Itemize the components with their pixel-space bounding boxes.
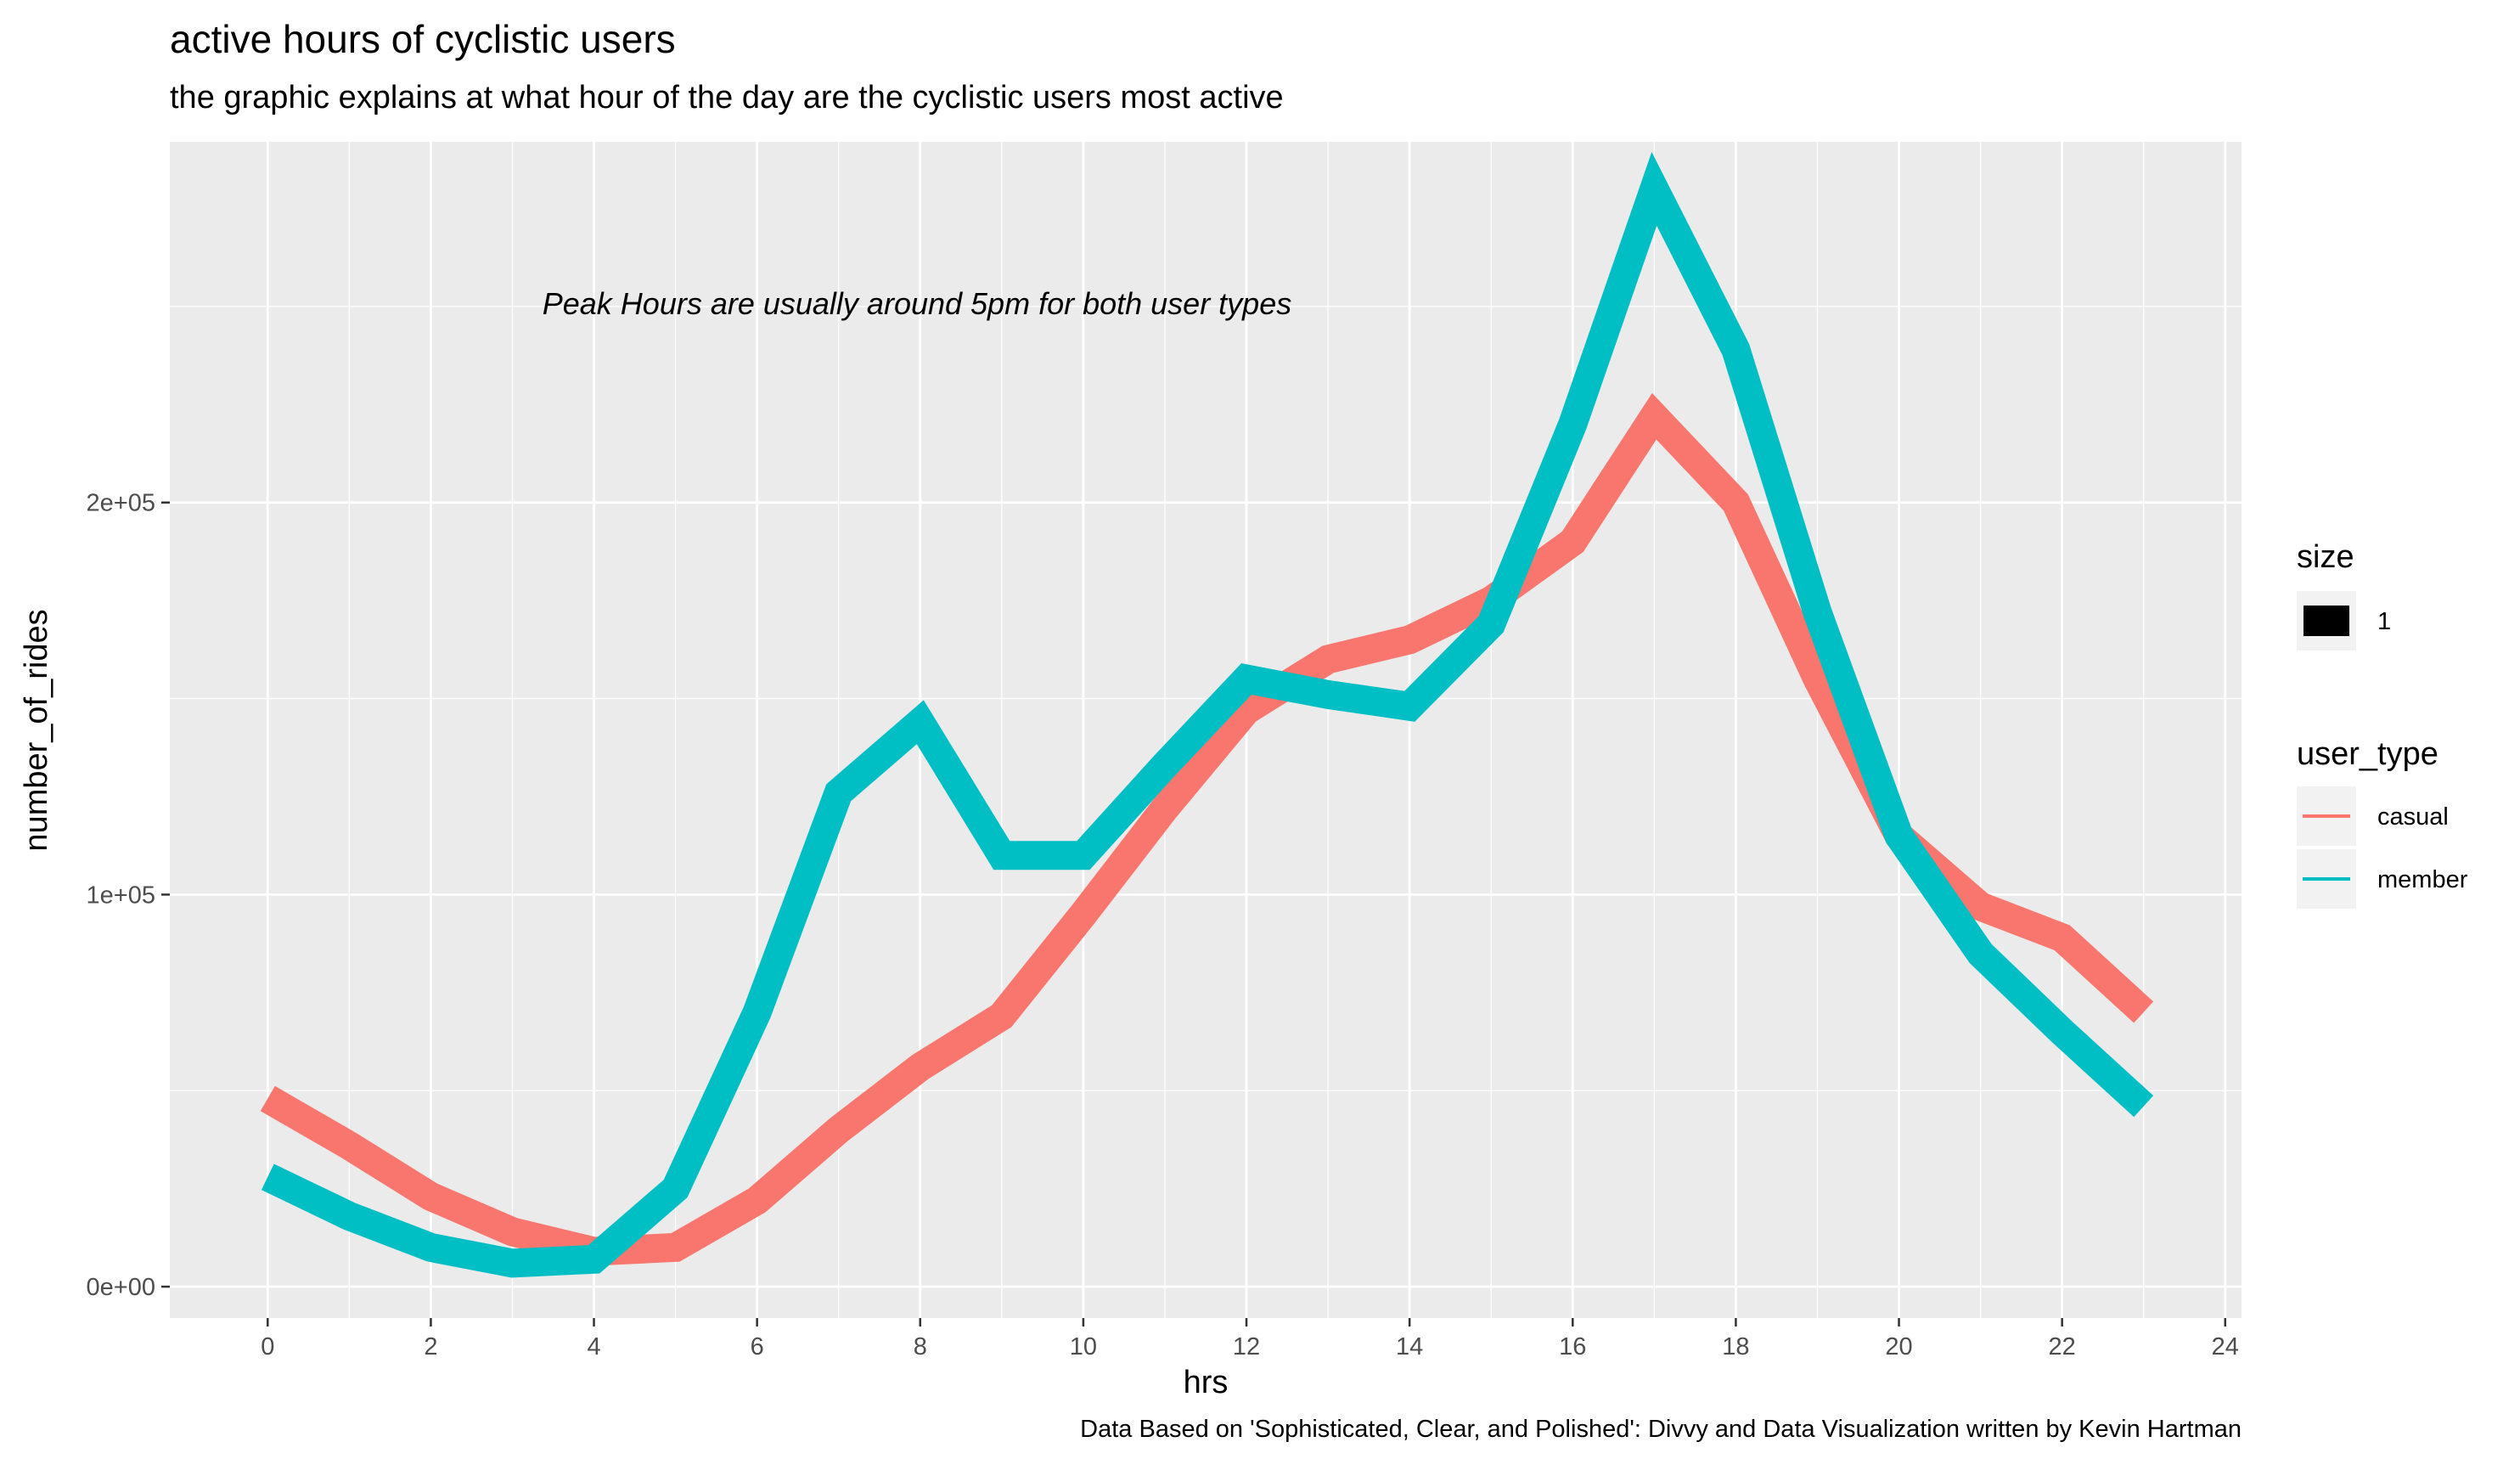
- x-tick-label: 22: [2049, 1333, 2076, 1360]
- x-axis-title: hrs: [1184, 1365, 1229, 1400]
- legend: size 1 user_type casual member: [2297, 539, 2468, 909]
- legend-color-title: user_type: [2297, 736, 2438, 772]
- y-tick-label: 1e+05: [87, 882, 155, 909]
- legend-size-title: size: [2297, 539, 2354, 575]
- chart-subtitle: the graphic explains at what hour of the…: [170, 80, 1284, 115]
- legend-label-casual: casual: [2377, 803, 2449, 831]
- legend-label-member: member: [2377, 866, 2468, 893]
- x-tick-label: 14: [1396, 1333, 1423, 1360]
- x-tick-label: 0: [261, 1333, 274, 1360]
- x-tick-label: 20: [1885, 1333, 1912, 1360]
- y-axis: 0e+00 1e+05 2e+05: [87, 490, 170, 1301]
- x-tick-label: 12: [1233, 1333, 1260, 1360]
- series-layer: [260, 152, 2154, 1278]
- x-tick-label: 18: [1722, 1333, 1749, 1360]
- x-tick-label: 24: [2212, 1333, 2239, 1360]
- x-tick-label: 4: [587, 1333, 600, 1360]
- chart-title: active hours of cyclistic users: [170, 17, 676, 61]
- legend-size-key: [2303, 606, 2349, 636]
- series-line-member: [261, 152, 2154, 1278]
- caption: Data Based on 'Sophisticated, Clear, and…: [1080, 1416, 2242, 1443]
- y-axis-title: number_of_rides: [19, 609, 54, 851]
- y-tick-label: 0e+00: [87, 1274, 155, 1301]
- y-tick-label: 2e+05: [87, 490, 155, 517]
- x-axis: 0 2 4 6 8 10 12 14 16 18 20 22 24: [261, 1318, 2239, 1360]
- legend-size-label: 1: [2377, 608, 2391, 635]
- x-tick-label: 2: [424, 1333, 437, 1360]
- x-tick-label: 10: [1070, 1333, 1097, 1360]
- x-tick-label: 8: [914, 1333, 927, 1360]
- x-tick-label: 6: [751, 1333, 764, 1360]
- grid-minor: [170, 142, 2242, 1318]
- x-tick-label: 16: [1559, 1333, 1586, 1360]
- peak-hours-annotation: Peak Hours are usually around 5pm for bo…: [543, 286, 1291, 321]
